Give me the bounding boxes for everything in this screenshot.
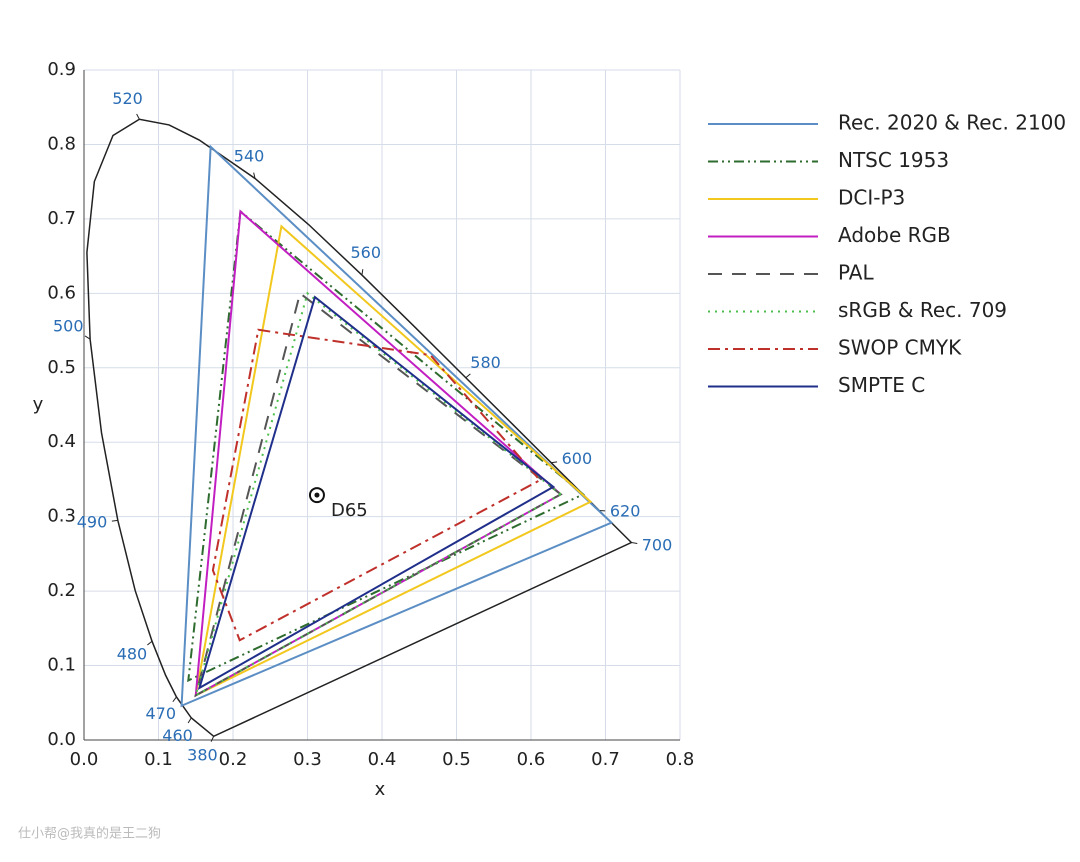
y-tick-label: 0.1 — [47, 655, 76, 676]
wavelength-label: 580 — [470, 353, 501, 372]
gamut-triangle — [194, 209, 563, 698]
x-axis-label: x — [375, 779, 386, 800]
y-tick-label: 0.7 — [47, 208, 76, 229]
y-tick-label: 0.9 — [47, 59, 76, 80]
legend-label: NTSC 1953 — [838, 148, 949, 172]
spectral-locus — [86, 118, 633, 738]
wavelength-label: 560 — [350, 243, 381, 262]
x-tick-label: 0.4 — [368, 749, 397, 770]
x-tick-label: 0.3 — [293, 749, 322, 770]
legend-label: sRGB & Rec. 709 — [838, 298, 1007, 322]
wavelength-tick — [253, 172, 256, 179]
gamut-triangle — [180, 144, 614, 708]
y-tick-label: 0.8 — [47, 133, 76, 154]
gamut-triangle — [187, 209, 586, 683]
gamut-triangle — [197, 295, 556, 690]
wavelength-tick — [111, 519, 118, 522]
wavelength-label: 460 — [162, 726, 193, 745]
legend-label: Rec. 2020 & Rec. 2100 — [838, 111, 1066, 135]
x-tick-label: 0.0 — [70, 749, 99, 770]
legend-label: SMPTE C — [838, 373, 925, 397]
y-tick-label: 0.5 — [47, 357, 76, 378]
white-point — [308, 487, 325, 504]
x-tick-label: 0.5 — [442, 749, 471, 770]
wavelength-tick — [631, 542, 638, 544]
wavelength-label: 380 — [187, 746, 218, 765]
legend-label: SWOP CMYK — [838, 336, 962, 360]
x-tick-label: 0.8 — [666, 749, 695, 770]
wavelength-label: 600 — [562, 449, 593, 468]
x-tick-label: 0.7 — [591, 749, 620, 770]
wavelength-tick — [136, 113, 140, 120]
white-point-label: D65 — [331, 500, 368, 521]
wavelength-tick — [210, 736, 215, 742]
x-tick-label: 0.2 — [219, 749, 248, 770]
y-tick-label: 0.0 — [47, 729, 76, 750]
wavelength-tick — [187, 717, 192, 724]
legend-label: Adobe RGB — [838, 223, 951, 247]
wavelength-label: 480 — [117, 645, 148, 664]
wavelength-tick — [172, 696, 177, 703]
wavelength-label: 520 — [112, 89, 143, 108]
watermark: 仕小帮@我真的是王二狗 — [18, 826, 161, 842]
wavelength-label: 490 — [77, 513, 108, 532]
legend-label: DCI-P3 — [838, 186, 905, 210]
wavelength-label: 700 — [642, 535, 673, 554]
gamut-triangle — [194, 291, 563, 698]
y-axis-label: y — [33, 394, 44, 415]
y-tick-label: 0.2 — [47, 580, 76, 601]
wavelength-tick — [147, 640, 153, 646]
y-tick-label: 0.4 — [47, 431, 76, 452]
x-tick-label: 0.6 — [517, 749, 546, 770]
white-point-dot — [314, 492, 320, 498]
wavelength-label: 470 — [145, 704, 176, 723]
y-tick-label: 0.6 — [47, 282, 76, 303]
wavelength-tick — [361, 269, 364, 276]
gamut-triangle — [211, 328, 542, 642]
wavelength-tick — [84, 335, 91, 340]
legend-label: PAL — [838, 261, 874, 285]
wavelength-label: 620 — [610, 501, 641, 520]
wavelength-tick — [551, 461, 558, 464]
wavelength-tick — [465, 373, 471, 379]
x-tick-label: 0.1 — [144, 749, 173, 770]
y-tick-label: 0.3 — [47, 506, 76, 527]
wavelength-label: 500 — [53, 317, 84, 336]
wavelength-label: 540 — [234, 147, 265, 166]
gamut-triangle — [194, 224, 593, 698]
gamut-triangle — [194, 291, 563, 698]
